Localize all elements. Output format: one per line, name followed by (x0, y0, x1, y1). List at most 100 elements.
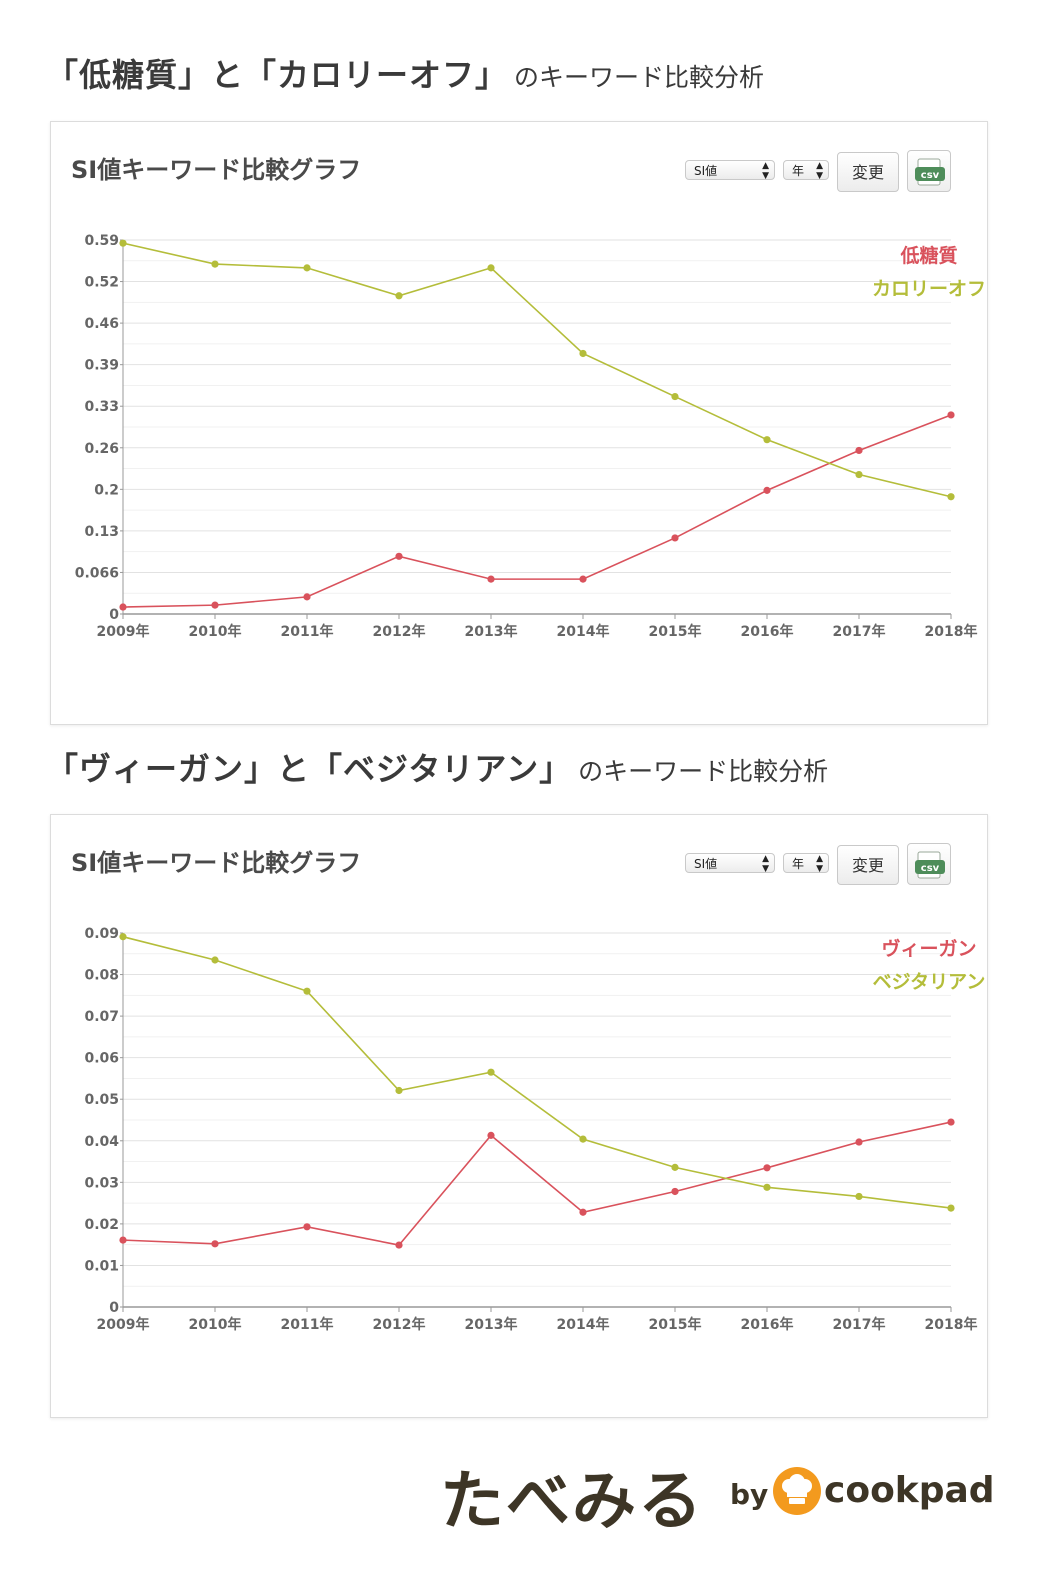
x-tick-label: 2014年 (557, 1316, 610, 1333)
chart-panel: SI値キーワード比較グラフ SI値 ▲ ▼ 年 ▲ ▼ 変更 csv 0 0.066 0… (50, 121, 988, 725)
y-tick-label: 0 (109, 1300, 119, 1316)
csv-icon-label: csv (921, 863, 940, 874)
y-tick-label: 0 (109, 607, 119, 623)
y-tick-label: 0.33 (84, 399, 119, 415)
series-line (122, 414, 952, 608)
x-tick-label: 2010年 (189, 623, 242, 640)
by-label: by (730, 1478, 769, 1511)
data-point (303, 987, 311, 995)
csv-download-button[interactable]: csv (907, 843, 951, 885)
data-point (671, 392, 679, 401)
data-point (303, 264, 311, 272)
data-point (119, 1236, 127, 1244)
legend-entry: カロリーオフ (872, 278, 986, 300)
y-tick-label: 0.03 (84, 1175, 119, 1191)
y-tick-label: 0.2 (94, 482, 119, 498)
change-button[interactable]: 変更 (837, 845, 899, 885)
metric-select[interactable]: SI値 ▲ ▼ (685, 853, 775, 874)
y-tick-label: 0.066 (75, 565, 119, 581)
data-point (947, 493, 955, 501)
x-tick-label: 2012年 (373, 1316, 426, 1333)
series-line (122, 242, 952, 498)
y-tick-label: 0.01 (84, 1258, 119, 1274)
csv-icon: csv (915, 851, 945, 879)
data-point (671, 534, 679, 542)
data-point (855, 470, 863, 479)
x-tick-label: 2009年 (97, 1316, 150, 1333)
change-button[interactable]: 変更 (837, 152, 899, 192)
x-tick-label: 2013年 (465, 623, 518, 640)
y-tick-label: 0.05 (84, 1092, 119, 1108)
metric-select-value: SI値 (694, 857, 718, 871)
data-point (211, 956, 219, 964)
chart-panel: SI値キーワード比較グラフ SI値 ▲ ▼ 年 ▲ ▼ 変更 csv 0 0.01 0.… (50, 814, 988, 1418)
data-point (395, 552, 403, 560)
y-tick-label: 0.59 (84, 233, 119, 249)
data-point (579, 349, 587, 358)
y-tick-label: 0.09 (84, 926, 119, 942)
series-line (122, 1121, 952, 1246)
select-arrows-icon: ▲ ▼ (762, 854, 769, 874)
x-tick-label: 2011年 (281, 1316, 334, 1333)
y-tick-label: 0.52 (84, 275, 119, 291)
data-point (395, 292, 403, 300)
data-point (855, 446, 863, 455)
chef-hat-icon (773, 1467, 821, 1515)
metric-select-value: SI値 (694, 164, 718, 178)
data-point (303, 593, 311, 601)
brand-logo: たべみる (440, 1465, 704, 1539)
partner-logo: cookpad (824, 1470, 995, 1511)
legend-entry: ヴィーガン (881, 937, 976, 960)
y-tick-label: 0.08 (84, 968, 119, 984)
x-tick-label: 2015年 (649, 623, 702, 640)
data-point (395, 1086, 403, 1095)
select-arrows-icon: ▲ ▼ (816, 854, 823, 874)
data-point (211, 1240, 219, 1248)
y-tick-label: 0.13 (84, 524, 119, 540)
period-select[interactable]: 年 ▲ ▼ (783, 160, 829, 181)
y-tick-label: 0.07 (84, 1009, 119, 1025)
data-point (211, 260, 219, 268)
period-select-value: 年 (792, 164, 805, 178)
y-tick-label: 0.04 (84, 1134, 119, 1150)
data-point (119, 603, 127, 611)
data-point (947, 411, 955, 419)
section-heading-main: 「低糖質」と「カロリーオフ」 (46, 56, 509, 94)
data-point (487, 264, 495, 272)
x-tick-label: 2011年 (281, 623, 334, 640)
select-arrows-icon: ▲ ▼ (816, 161, 823, 181)
data-point (395, 1241, 403, 1249)
x-tick-label: 2014年 (557, 623, 610, 640)
data-point (579, 575, 587, 583)
section-heading: 「低糖質」と「カロリーオフ」 のキーワード比較分析 (46, 50, 764, 96)
panel-title: SI値キーワード比較グラフ (71, 849, 362, 877)
data-point (947, 1118, 955, 1126)
data-point (671, 1187, 679, 1196)
select-arrows-icon: ▲ ▼ (762, 161, 769, 181)
metric-select[interactable]: SI値 ▲ ▼ (685, 160, 775, 181)
data-point (763, 1183, 771, 1191)
period-select-value: 年 (792, 857, 805, 871)
data-point (671, 1163, 679, 1171)
section-heading: 「ヴィーガン」と「ベジタリアン」 のキーワード比較分析 (46, 744, 828, 790)
csv-download-button[interactable]: csv (907, 150, 951, 192)
section-heading-sub: のキーワード比較分析 (578, 757, 829, 786)
period-select[interactable]: 年 ▲ ▼ (783, 853, 829, 874)
x-tick-label: 2018年 (925, 1316, 978, 1333)
y-tick-label: 0.46 (84, 316, 119, 332)
legend-entry: 低糖質 (899, 244, 957, 267)
data-point (579, 1208, 587, 1216)
legend-entry: ベジタリアン (873, 971, 986, 993)
panel-title: SI値キーワード比較グラフ (71, 156, 362, 184)
x-tick-label: 2010年 (189, 1316, 242, 1333)
section-heading-main: 「ヴィーガン」と「ベジタリアン」 (46, 750, 573, 788)
data-point (211, 601, 219, 609)
x-tick-label: 2009年 (97, 623, 150, 640)
data-point (487, 1068, 495, 1076)
chart-controls: SI値 ▲ ▼ 年 ▲ ▼ 変更 csv (685, 150, 951, 192)
footer-logo: たべみる by cookpad (440, 1448, 1000, 1539)
x-tick-label: 2013年 (465, 1316, 518, 1333)
x-tick-label: 2016年 (741, 623, 794, 640)
data-point (487, 1131, 495, 1139)
series-line (122, 935, 952, 1209)
